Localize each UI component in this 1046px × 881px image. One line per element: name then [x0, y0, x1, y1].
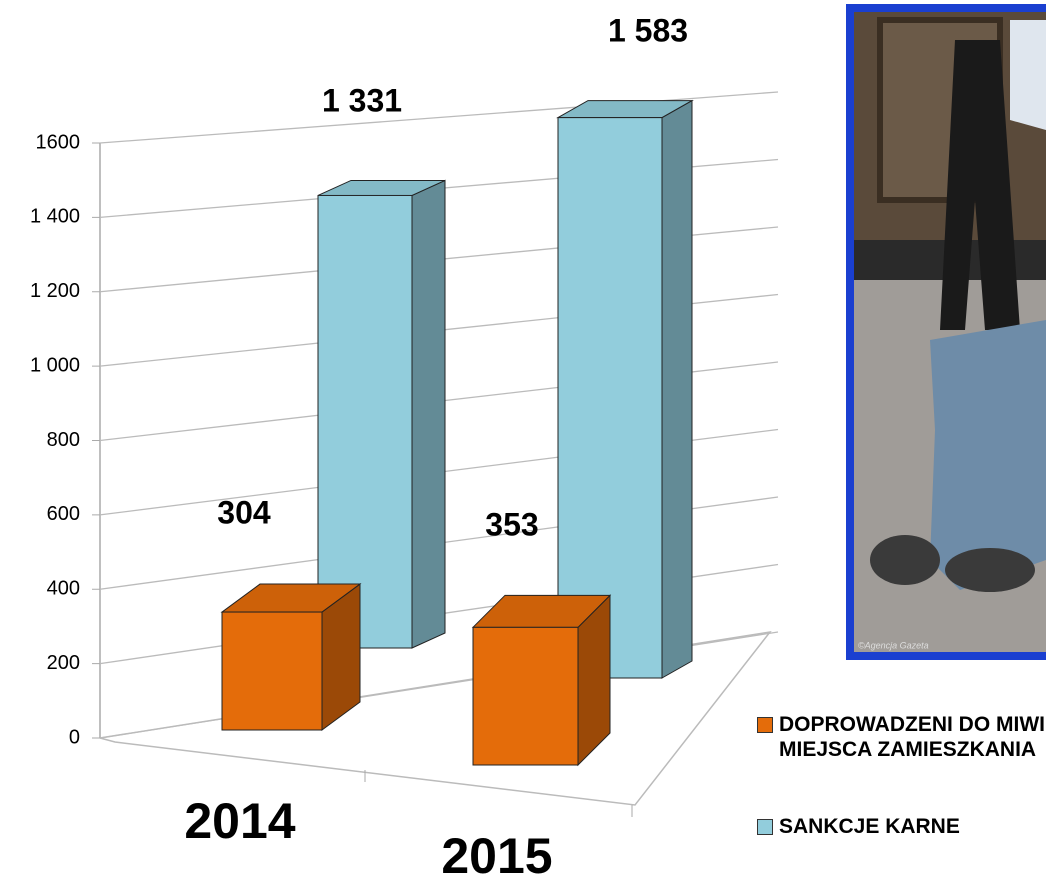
- photo: ©Agencja Gazeta: [846, 4, 1046, 660]
- y-tick-label: 1600: [36, 131, 81, 153]
- bar-side: [661, 99, 693, 679]
- y-tick-label: 400: [47, 578, 80, 600]
- bar-front: [472, 626, 579, 766]
- y-tick-label: 600: [47, 503, 80, 525]
- bar-front: [557, 117, 663, 679]
- legend-entry: DOPROWADZENI DO MIWI MIEJSCA ZAMIESZKANI…: [757, 712, 1046, 762]
- legend-label: SANKCJE KARNE: [779, 815, 960, 838]
- value-label: 304: [217, 494, 271, 530]
- x-tick-label: 2015: [441, 828, 552, 881]
- legend-swatch: [757, 819, 773, 835]
- x-tick-label: 2014: [184, 793, 295, 849]
- photo-person: [930, 320, 1046, 590]
- bar: [556, 99, 694, 679]
- y-tick-label: 200: [47, 652, 80, 674]
- legend-swatch: [757, 717, 773, 733]
- bar-front: [221, 611, 323, 731]
- photo-shirt: [1010, 20, 1046, 130]
- legend-entry: SANKCJE KARNE: [757, 814, 1046, 839]
- photo-credit: ©Agencja Gazeta: [858, 640, 929, 650]
- bar: [471, 594, 612, 767]
- bar-side: [411, 179, 446, 649]
- bar: [220, 583, 362, 731]
- photo-figure: [940, 40, 1020, 330]
- y-tick-label: 1 400: [30, 206, 80, 228]
- y-tick-label: 0: [69, 726, 80, 748]
- y-tick-label: 1 000: [30, 354, 80, 376]
- photo-shoe: [870, 535, 940, 585]
- bar-front: [317, 194, 413, 649]
- bar: [317, 179, 446, 649]
- value-label: 1 331: [322, 82, 402, 118]
- legend-label: DOPROWADZENI DO MIWI MIEJSCA ZAMIESZKANI…: [779, 713, 1045, 761]
- value-label: 1 583: [608, 12, 688, 48]
- y-tick-label: 800: [47, 429, 80, 451]
- value-label: 353: [485, 506, 538, 542]
- photo-shoe: [945, 548, 1035, 592]
- y-tick-label: 1 200: [30, 280, 80, 302]
